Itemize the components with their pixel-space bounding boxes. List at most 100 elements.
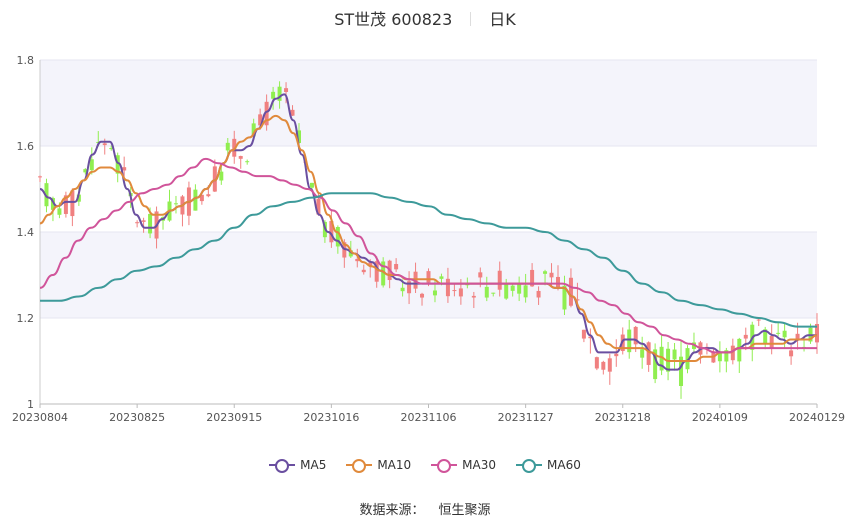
candle-body bbox=[795, 333, 800, 340]
legend-label: MA5 bbox=[300, 458, 327, 472]
candle-body bbox=[38, 176, 42, 178]
legend-marker-icon bbox=[346, 458, 373, 473]
data-source: 数据来源： 恒生聚源 bbox=[0, 499, 850, 518]
candle-body bbox=[44, 183, 49, 207]
candle-body bbox=[601, 361, 606, 370]
legend-marker-icon bbox=[269, 458, 296, 473]
candle-body bbox=[562, 285, 567, 310]
y-tick-label: 1.4 bbox=[17, 226, 35, 239]
candle-body bbox=[238, 156, 243, 159]
candle-body bbox=[523, 285, 528, 298]
candle-body bbox=[63, 195, 68, 214]
candle-body bbox=[258, 114, 263, 126]
candle-body bbox=[400, 287, 405, 292]
candle-body bbox=[290, 109, 295, 116]
candle-body bbox=[96, 141, 101, 143]
candle-body bbox=[782, 330, 787, 338]
candle-body bbox=[173, 203, 178, 205]
chart-title: ST世茂 600823 日K bbox=[0, 6, 850, 30]
candle-body bbox=[530, 269, 535, 287]
candle-body bbox=[271, 91, 276, 99]
candle-body bbox=[536, 290, 541, 298]
legend-label: MA10 bbox=[377, 458, 412, 472]
candle-body bbox=[672, 349, 677, 360]
x-tick-label: 20240129 bbox=[789, 411, 845, 424]
candle-body bbox=[381, 261, 386, 286]
candle-body bbox=[491, 292, 496, 294]
candle-body bbox=[581, 329, 586, 339]
legend-marker-icon bbox=[516, 458, 543, 473]
candle-body bbox=[335, 226, 340, 247]
y-tick-label: 1.8 bbox=[17, 54, 35, 67]
candle-body bbox=[445, 278, 450, 297]
candle-body bbox=[245, 161, 250, 163]
candle-body bbox=[193, 189, 198, 211]
candle-body bbox=[225, 142, 230, 151]
x-tick-label: 20231106 bbox=[401, 411, 457, 424]
legend-item-ma30[interactable]: MA30 bbox=[431, 458, 496, 473]
source-label: 数据来源： bbox=[359, 503, 425, 518]
y-axis: 1 1.2 1.4 1.6 1.8 bbox=[17, 54, 35, 411]
legend: MA5 MA10 MA30 MA60 bbox=[0, 458, 850, 473]
candle-body bbox=[568, 277, 573, 306]
candle-body bbox=[789, 350, 794, 357]
candle-body bbox=[277, 86, 282, 101]
ma-lines bbox=[39, 93, 818, 371]
candle-body bbox=[407, 281, 412, 294]
candle-body bbox=[135, 222, 140, 224]
x-tick-label: 20230915 bbox=[206, 411, 262, 424]
candle-body bbox=[50, 198, 55, 210]
candle-body bbox=[361, 269, 366, 273]
candle-body bbox=[148, 213, 153, 234]
stock-name: ST世茂 600823 bbox=[334, 10, 453, 29]
y-tick-label: 1.2 bbox=[17, 312, 35, 325]
candle-body bbox=[614, 353, 619, 357]
candle-body bbox=[737, 338, 742, 362]
x-tick-label: 20240109 bbox=[692, 411, 748, 424]
candle-body bbox=[89, 159, 94, 171]
candle-body bbox=[633, 326, 638, 345]
candle-body bbox=[594, 357, 599, 369]
x-tick-label: 20230825 bbox=[109, 411, 165, 424]
plot-band bbox=[40, 60, 817, 146]
candle-body bbox=[653, 349, 658, 380]
candle-body bbox=[76, 194, 81, 202]
legend-item-ma60[interactable]: MA60 bbox=[516, 458, 581, 473]
candle-body bbox=[478, 272, 483, 278]
candle-body bbox=[368, 262, 373, 266]
candle-body bbox=[432, 290, 437, 296]
candle-body bbox=[743, 334, 748, 339]
candle-body bbox=[724, 350, 729, 362]
candle-body bbox=[141, 220, 146, 222]
candle-body bbox=[815, 323, 819, 343]
candle-body bbox=[646, 342, 651, 365]
candle-body bbox=[264, 101, 269, 126]
x-axis: 20230804 20230825 20230915 20231016 20231106… bbox=[12, 404, 845, 424]
candle-body bbox=[420, 293, 425, 298]
legend-marker-icon bbox=[431, 458, 458, 473]
candle-body bbox=[83, 169, 88, 173]
candle-body bbox=[206, 194, 211, 197]
candle-body bbox=[484, 286, 489, 298]
period-label: 日K bbox=[489, 10, 516, 29]
candle-body bbox=[212, 166, 217, 192]
candle-body bbox=[70, 190, 75, 217]
candle-body bbox=[251, 123, 256, 137]
candle-body bbox=[394, 263, 399, 270]
ma-line-ma10 bbox=[39, 114, 818, 362]
candle-body bbox=[284, 88, 289, 92]
candle-body bbox=[316, 198, 321, 215]
x-tick-label: 20230804 bbox=[12, 411, 68, 424]
candle-body bbox=[607, 358, 612, 372]
source-value: 恒生聚源 bbox=[438, 503, 491, 518]
candle-body bbox=[756, 319, 761, 321]
y-tick-label: 1 bbox=[27, 398, 34, 411]
candle-body bbox=[517, 283, 522, 294]
candle-body bbox=[439, 276, 444, 279]
legend-item-ma10[interactable]: MA10 bbox=[346, 458, 412, 473]
candle-body bbox=[549, 272, 554, 278]
legend-item-ma5[interactable]: MA5 bbox=[269, 458, 327, 473]
candle-body bbox=[730, 345, 735, 361]
candle-body bbox=[575, 299, 580, 301]
candle-body bbox=[57, 208, 62, 215]
